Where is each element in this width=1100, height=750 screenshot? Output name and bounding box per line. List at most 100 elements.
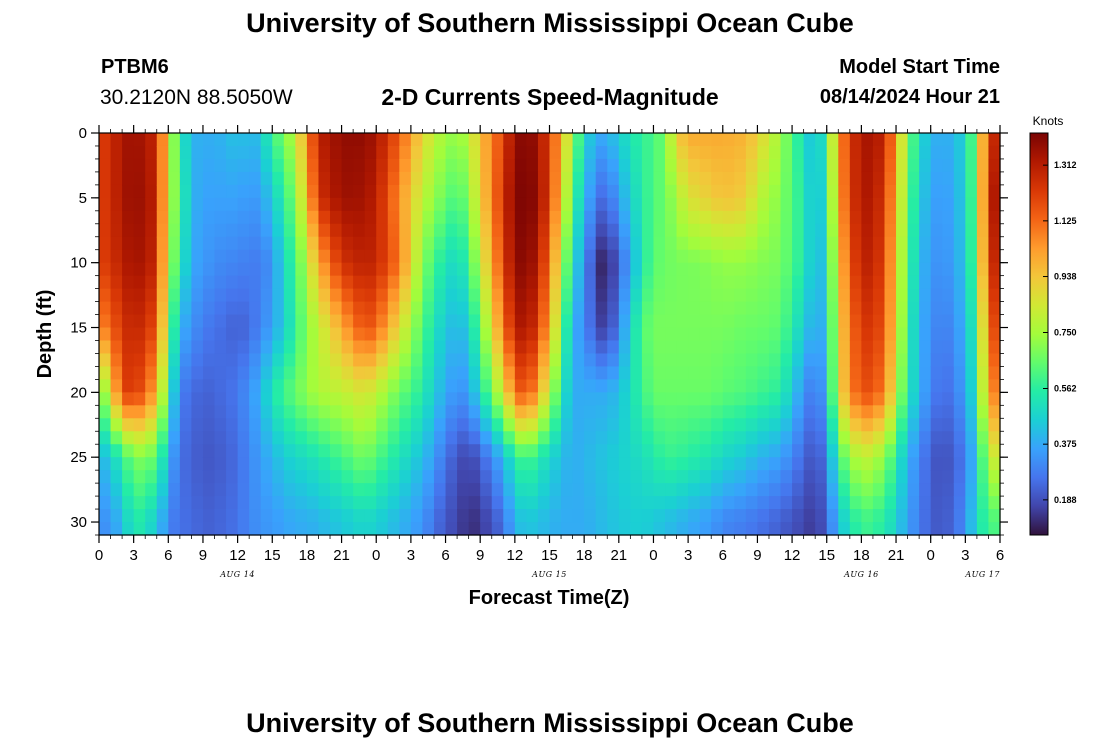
heatmap-cell [202, 145, 216, 160]
heatmap-cell [433, 171, 447, 186]
heatmap-cell [168, 184, 181, 199]
heatmap-cell [537, 236, 551, 251]
heatmap-cell [965, 249, 978, 264]
heatmap-cell [457, 366, 470, 380]
heatmap-cell [676, 366, 689, 380]
heatmap-cell [607, 353, 620, 368]
heatmap-cell [641, 522, 655, 536]
heatmap-cell [514, 249, 527, 264]
heatmap-cell [884, 509, 897, 523]
heatmap-cell [295, 210, 308, 225]
heatmap-cell [387, 457, 400, 471]
heatmap-cell [965, 158, 978, 173]
heatmap-cell [792, 483, 805, 497]
heatmap-cell [214, 470, 227, 484]
heatmap-cell [387, 249, 400, 264]
heatmap-cell [630, 184, 643, 199]
heatmap-cell [491, 236, 504, 251]
heatmap-cell [133, 496, 146, 510]
heatmap-cell [757, 405, 770, 419]
heatmap-cell [688, 444, 701, 458]
heatmap-cell [156, 288, 169, 303]
heatmap-cell [202, 379, 216, 393]
heatmap-cell [468, 288, 481, 303]
heatmap-cell [722, 366, 735, 380]
heatmap-cell [595, 483, 608, 497]
heatmap-cell [722, 145, 735, 160]
heatmap-cell [653, 184, 666, 199]
heatmap-cell [826, 392, 839, 406]
heatmap-cell [792, 418, 805, 432]
heatmap-cell [503, 353, 516, 368]
heatmap-cell [653, 158, 666, 173]
heatmap-cell [537, 158, 551, 173]
heatmap-cell [249, 236, 262, 251]
heatmap-cell [838, 496, 851, 510]
heatmap-cell [792, 210, 805, 225]
heatmap-cell [561, 327, 574, 342]
heatmap-cell [757, 223, 770, 238]
heatmap-cell [872, 171, 886, 186]
heatmap-cell [410, 301, 424, 316]
heatmap-cell [792, 171, 805, 186]
heatmap-cell [561, 249, 574, 264]
heatmap-cell [260, 470, 273, 484]
colorbar-tick-label: 1.312 [1054, 160, 1077, 170]
heatmap-cell [537, 392, 551, 406]
heatmap-cell [607, 301, 620, 316]
heatmap-cell [826, 496, 839, 510]
heatmap-cell [907, 431, 920, 445]
heatmap-cell [722, 133, 735, 147]
heatmap-cell [122, 522, 135, 536]
heatmap-cell [561, 288, 574, 303]
heatmap-cell [99, 509, 112, 523]
heatmap-cell [884, 275, 897, 290]
heatmap-cell [930, 522, 943, 536]
heatmap-cell [376, 249, 389, 264]
heatmap-cell [584, 470, 597, 484]
heatmap-cell [976, 366, 990, 380]
heatmap-cell [561, 509, 574, 523]
heatmap-cell [272, 210, 285, 225]
heatmap-cell [861, 496, 874, 510]
heatmap-cell [526, 314, 539, 329]
heatmap-cell [584, 249, 597, 264]
heatmap-cell [780, 210, 793, 225]
heatmap-cell [572, 301, 585, 316]
heatmap-cell [445, 301, 458, 316]
heatmap-cell [272, 340, 285, 355]
heatmap-cell [295, 249, 308, 264]
heatmap-cell [549, 418, 562, 432]
heatmap-cell [942, 405, 955, 419]
heatmap-cell [457, 483, 470, 497]
heatmap-cell [295, 496, 308, 510]
heatmap-cell [537, 262, 551, 277]
heatmap-cell [803, 340, 816, 355]
heatmap-cell [202, 184, 216, 199]
heatmap-cell [653, 457, 666, 471]
heatmap-cell [676, 288, 689, 303]
model-start-value: 08/14/2024 Hour 21 [819, 86, 1000, 108]
heatmap-cell [179, 522, 193, 536]
heatmap-cell [630, 223, 643, 238]
heatmap-cell [595, 301, 608, 316]
heatmap-cell [826, 262, 839, 277]
heatmap-cell [861, 184, 874, 199]
heatmap-cell [861, 262, 874, 277]
heatmap-cell [711, 457, 724, 471]
heatmap-cell [965, 353, 978, 368]
heatmap-cell [745, 522, 759, 536]
heatmap-cell [988, 197, 1001, 212]
heatmap-cell [99, 197, 112, 212]
heatmap-cell [514, 444, 527, 458]
heatmap-cell [976, 483, 990, 497]
heatmap-cell [942, 158, 955, 173]
heatmap-cell [526, 509, 539, 523]
heatmap-cell [953, 145, 966, 160]
heatmap-cell [526, 223, 539, 238]
heatmap-cell [676, 314, 689, 329]
heatmap-cell [896, 457, 909, 471]
heatmap-cell [364, 171, 377, 186]
heatmap-cell [780, 340, 793, 355]
heatmap-cell [549, 457, 562, 471]
